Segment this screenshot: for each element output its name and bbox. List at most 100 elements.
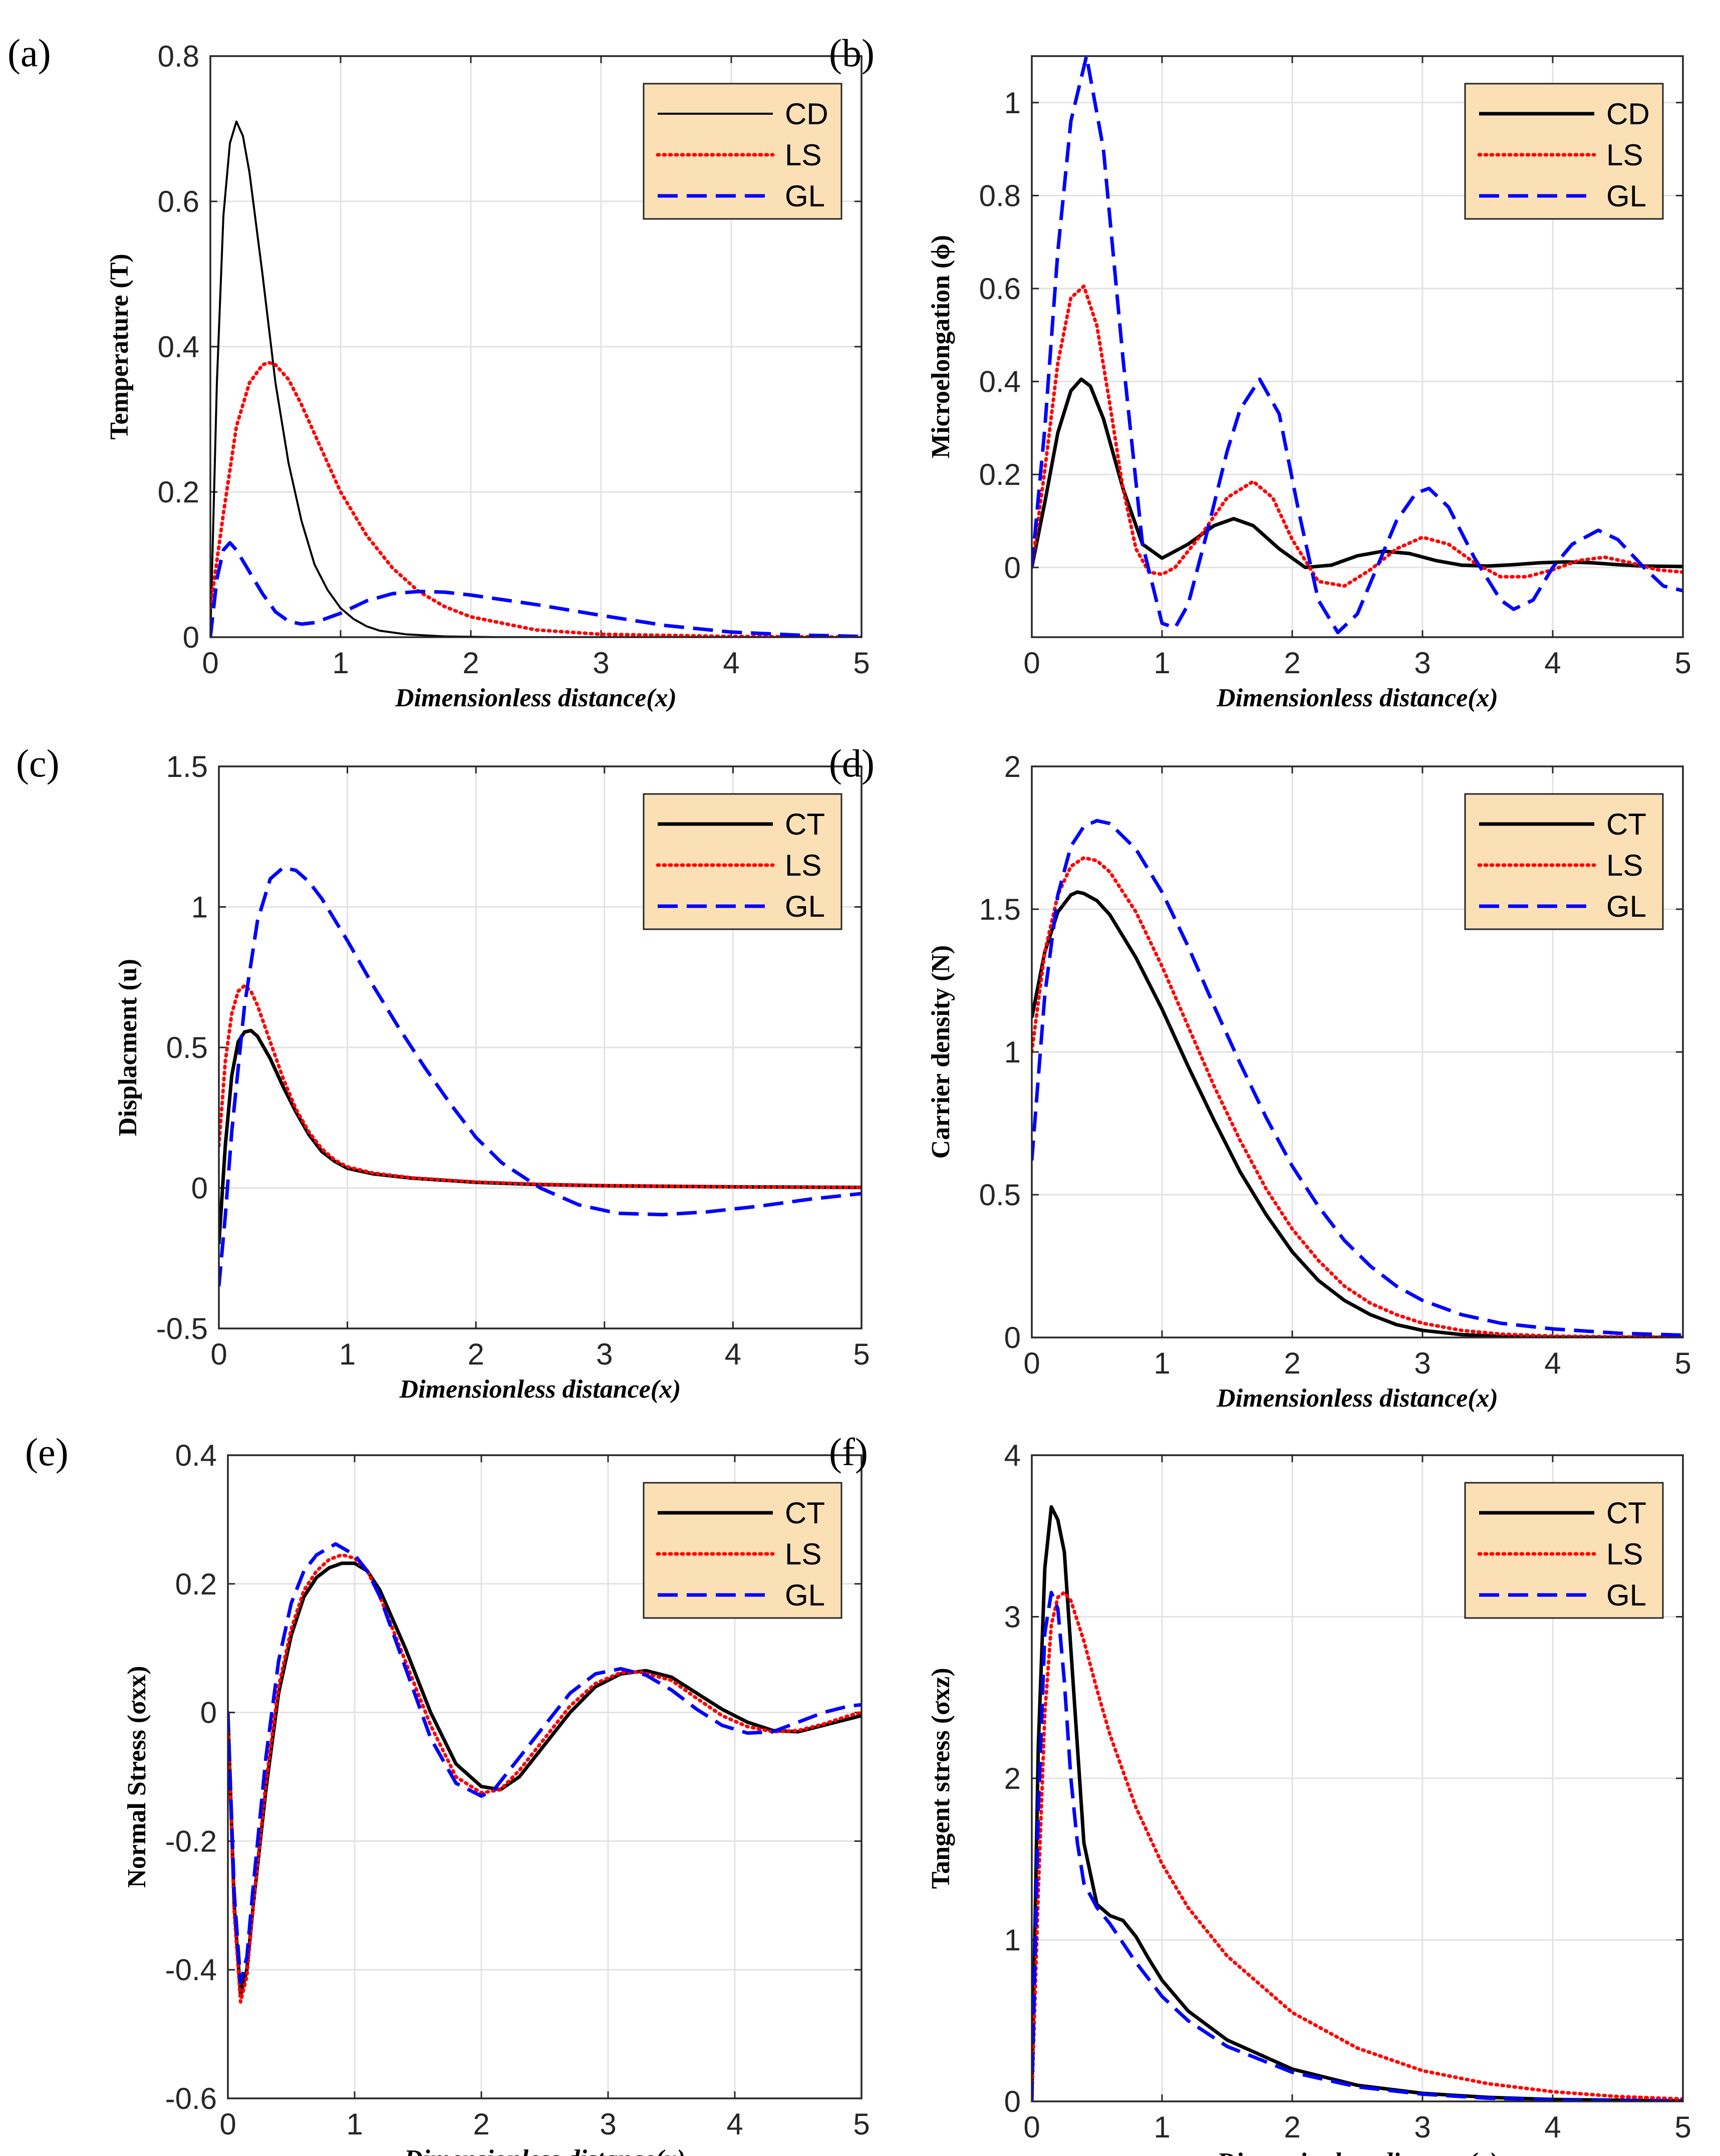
x-axis-label: Dimensionless distance(x): [1216, 2148, 1498, 2156]
x-axis-label: Dimensionless distance(x): [1216, 684, 1498, 712]
legend-label-cd: CD: [785, 97, 828, 131]
y-tick-label: 0: [200, 1696, 217, 1730]
x-tick-label: 4: [1544, 1346, 1561, 1380]
x-tick-label: 5: [853, 1337, 870, 1371]
y-tick-label: 0.5: [166, 1031, 208, 1064]
legend-label-ls: LS: [785, 849, 821, 882]
panel-letter-f: (f): [829, 1430, 868, 1474]
panel-letter-e: (e): [25, 1430, 69, 1474]
x-tick-label: 5: [853, 646, 870, 680]
x-tick-label: 2: [1284, 2110, 1300, 2144]
series-line-ct: [1032, 890, 1683, 1337]
legend-label-cd: CD: [1606, 97, 1650, 131]
y-tick-label: 0: [183, 621, 199, 654]
series-line-ls: [1032, 1590, 1683, 2101]
series-line-ls: [228, 1553, 862, 2004]
series-line-ls: [1032, 284, 1683, 588]
x-tick-label: 4: [725, 1337, 741, 1371]
x-tick-label: 4: [723, 646, 739, 680]
x-tick-label: 3: [600, 2107, 616, 2141]
x-tick-label: 4: [1544, 646, 1561, 680]
panel-letter-b: (b): [829, 31, 875, 75]
y-tick-label: 0: [1004, 551, 1021, 585]
x-tick-label: 0: [210, 1337, 227, 1371]
legend: CD LS GL: [1464, 83, 1664, 220]
y-tick-label: 3: [1004, 1600, 1021, 1634]
legend: CT LS GL: [643, 1482, 842, 1619]
x-tick-label: 1: [1154, 1346, 1170, 1380]
chart-e: (e) 0 1 2 3 4 5 -0.6 -0.4 -0.2 0 0.2 0.4 Dimensionles…: [25, 1430, 870, 2156]
axes-box: [218, 765, 863, 1329]
series-line-ls: [219, 984, 862, 1189]
chart-f: (f) 0 1 2 3 4 5 0 1 2 3 4 Dimensionless distance(x) T…: [829, 1430, 1691, 2156]
x-tick-label: 3: [1414, 1346, 1430, 1380]
legend-label-ct: CT: [1606, 1496, 1646, 1530]
panel-letter-a: (a): [8, 31, 51, 75]
x-tick-label: 2: [468, 1337, 484, 1371]
y-axis-label: Microelongation (ϕ): [927, 235, 955, 458]
y-tick-label: 0.2: [175, 1567, 217, 1601]
legend-label-ls: LS: [785, 138, 821, 172]
x-tick-label: 2: [462, 646, 479, 680]
legend-label-ls: LS: [1606, 138, 1643, 172]
x-tick-label: 5: [853, 2107, 870, 2141]
x-tick-label: 0: [1023, 646, 1040, 680]
x-tick-label: 3: [1414, 2110, 1430, 2144]
y-tick-label: 0.4: [158, 330, 199, 364]
y-axis-label: Carrier density (N): [927, 945, 955, 1159]
y-tick-label: 0.2: [979, 458, 1021, 491]
y-tick-label: 4: [1004, 1439, 1021, 1472]
x-tick-label: 0: [1023, 1346, 1040, 1380]
x-tick-label: 4: [1544, 2110, 1561, 2144]
legend-label-gl: GL: [785, 179, 825, 213]
y-tick-label: 1: [1004, 1924, 1021, 1957]
legend-label-ct: CT: [785, 1496, 825, 1530]
x-tick-label: 0: [219, 2107, 236, 2141]
x-tick-label: 5: [1674, 646, 1691, 680]
y-tick-label: -0.2: [165, 1824, 217, 1858]
chart-d: (d) 0 1 2 3 4 5 0 0.5 1 1.5 2 Dimensionless distance…: [829, 741, 1691, 1413]
y-tick-label: -0.4: [165, 1953, 217, 1987]
y-tick-label: 0.8: [158, 40, 199, 73]
x-tick-label: 3: [593, 646, 609, 680]
legend: CT LS GL: [1464, 793, 1664, 930]
x-axis-label: Dimensionless distance(x): [1216, 1384, 1498, 1413]
legend-label-gl: GL: [1606, 1578, 1646, 1612]
y-tick-label: 2: [1004, 1762, 1021, 1795]
chart-a: (a) 0 1 2 3 4 5 0 0.2 0.4 0.6 0.8 Dimensionless dist…: [8, 31, 870, 712]
legend-label-gl: GL: [785, 890, 825, 923]
panel-letter-c: (c): [16, 741, 60, 785]
x-tick-label: 0: [202, 646, 218, 680]
x-tick-label: 3: [1414, 646, 1430, 680]
y-tick-label: 0.2: [158, 475, 199, 509]
series-line-gl: [210, 541, 862, 637]
panel-letter-d: (d): [829, 741, 875, 785]
x-axis-label: Dimensionless distance(x): [404, 2145, 686, 2156]
y-tick-label: 0.5: [979, 1178, 1021, 1212]
series-line-cd: [210, 120, 862, 637]
axes-box: [1031, 55, 1684, 638]
series-line-ls: [1032, 856, 1683, 1337]
x-tick-label: 0: [1023, 2110, 1040, 2144]
x-tick-label: 1: [1154, 2110, 1170, 2144]
y-tick-label: 0: [1004, 2085, 1021, 2118]
series-line-ct: [228, 1561, 862, 1998]
y-tick-label: 1.5: [979, 893, 1021, 926]
legend-label-ct: CT: [1606, 807, 1646, 841]
series-line-gl: [228, 1542, 862, 1985]
y-tick-label: 1: [191, 891, 208, 924]
legend: CT LS GL: [643, 793, 842, 930]
series-line-ls: [210, 361, 862, 637]
x-tick-label: 1: [346, 2107, 363, 2141]
x-tick-label: 4: [726, 2107, 743, 2141]
y-tick-label: 0: [191, 1172, 208, 1205]
legend-label-gl: GL: [785, 1578, 825, 1612]
legend-label-ls: LS: [1606, 849, 1643, 882]
chart-b: (b) 0 1 2 3 4 5 0 0.2 0.4 0.6 0.8 1 Dimensionless dis…: [829, 31, 1691, 712]
axes-box: [1031, 765, 1684, 1338]
y-axis-label: Displacment (u): [114, 959, 142, 1136]
legend-label-ls: LS: [785, 1537, 821, 1571]
axes-box: [209, 55, 863, 638]
x-tick-label: 2: [473, 2107, 489, 2141]
